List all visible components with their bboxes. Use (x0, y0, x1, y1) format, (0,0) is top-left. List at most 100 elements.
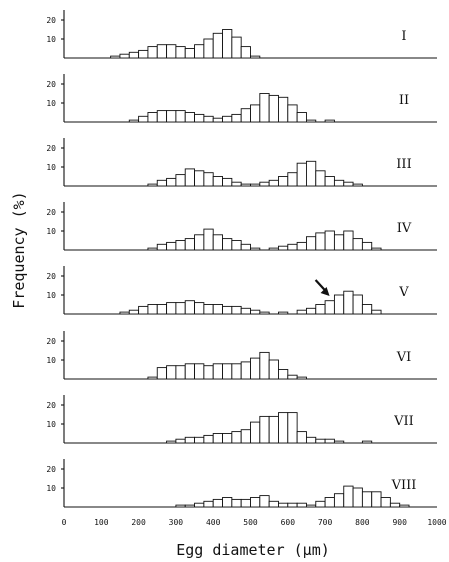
panel-3-y-tick-label: 10 (46, 163, 56, 172)
bar (287, 502, 298, 508)
bar (389, 502, 401, 508)
panel-label: III (396, 157, 411, 172)
panel-label: V (398, 285, 409, 300)
bar (296, 502, 307, 508)
bar (287, 104, 298, 123)
panel-5-y-tick-label: 10 (46, 291, 56, 300)
bar (324, 119, 335, 123)
bar (203, 115, 214, 123)
bar (147, 183, 158, 187)
bar (147, 376, 158, 380)
panel-8-y-tick-label: 10 (46, 484, 56, 493)
bar (128, 119, 140, 123)
bar (212, 498, 223, 508)
x-tick-label: 900 (392, 518, 407, 527)
bar (343, 290, 354, 315)
bar (306, 236, 317, 251)
panel-8: 10 20 VIII (46, 459, 437, 508)
bar (147, 304, 158, 315)
arrow-annotation (314, 279, 330, 296)
bar (128, 51, 140, 59)
bar (194, 44, 205, 59)
panel-1-y-tick-label: 10 (46, 35, 56, 44)
bar (203, 500, 214, 508)
bar (240, 243, 251, 251)
bar (315, 170, 326, 187)
bar (194, 234, 205, 251)
bar (333, 493, 345, 508)
x-tick-label: 300 (169, 518, 184, 527)
bar (268, 500, 279, 508)
bar (222, 238, 233, 251)
bar (156, 304, 168, 315)
bar (166, 365, 177, 380)
panel-4-y-tick-label: 20 (46, 208, 56, 217)
bar (278, 502, 289, 508)
panel-2-y-tick-label: 10 (46, 99, 56, 108)
bar (250, 497, 261, 508)
bar (315, 438, 326, 444)
x-tick-label: 0 (62, 518, 67, 527)
bar (212, 363, 223, 380)
bar (231, 113, 242, 123)
bar (184, 168, 196, 187)
bar (184, 48, 196, 59)
bar (231, 305, 242, 315)
bar (138, 49, 149, 59)
bar (287, 374, 298, 380)
bar (306, 436, 317, 444)
bar (184, 436, 196, 444)
bar (203, 228, 214, 251)
bar (296, 241, 307, 251)
bar (324, 300, 335, 315)
bar (361, 241, 373, 251)
bar (222, 305, 233, 315)
panel-7-y-tick-label: 10 (46, 420, 56, 429)
bar (278, 245, 289, 251)
bar (371, 309, 382, 315)
bar (175, 504, 186, 508)
bar (259, 495, 270, 508)
bar (166, 440, 177, 444)
bar (194, 113, 205, 123)
bar (287, 172, 298, 187)
bar (156, 367, 168, 380)
bar (371, 491, 382, 508)
x-tick-label: 200 (131, 518, 146, 527)
bar (268, 179, 279, 187)
bar (231, 36, 242, 59)
bar (175, 365, 186, 380)
panel-6-y-tick-label: 10 (46, 356, 56, 365)
bar (147, 112, 158, 123)
panel-6-y-tick-label: 20 (46, 337, 56, 346)
panel-label: IV (397, 221, 412, 236)
bar (352, 487, 363, 508)
bar (259, 351, 270, 380)
bar (250, 309, 261, 315)
bar (203, 365, 214, 380)
bar (361, 491, 373, 508)
bar (306, 307, 317, 315)
y-axis-title: Frequency (%) (10, 191, 28, 308)
bar (240, 183, 251, 187)
bar (203, 434, 214, 444)
bar (222, 177, 233, 187)
bar (259, 415, 270, 444)
bar (110, 55, 121, 59)
bar (166, 44, 177, 59)
bar (212, 304, 223, 315)
bar (231, 181, 242, 187)
panel-2: 10 20 II (46, 74, 437, 123)
bar (119, 53, 130, 59)
bar (194, 302, 205, 315)
bar (268, 415, 279, 444)
panel-label: VII (393, 414, 414, 429)
bar (352, 183, 363, 187)
bar (184, 112, 196, 123)
bar (240, 498, 251, 508)
bar (175, 302, 186, 315)
bar (222, 433, 233, 444)
bar (278, 176, 289, 187)
bar (315, 232, 326, 251)
bar (259, 311, 270, 315)
